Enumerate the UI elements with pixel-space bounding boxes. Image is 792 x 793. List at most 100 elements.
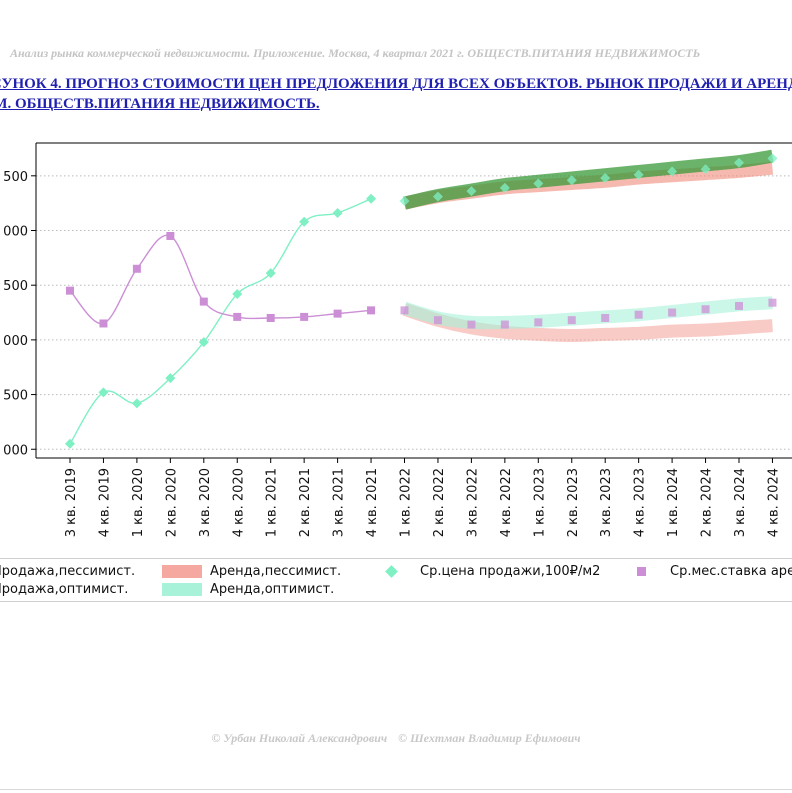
x-tick-label: 4 кв. 2021 <box>365 468 380 537</box>
rent-rate-line <box>69 234 372 325</box>
legend-item-rent-rate: Ср.мес.ставка аренды <box>622 562 792 580</box>
rent-rate-point <box>300 312 309 321</box>
legend-item-sale-opt: Продажа,оптимист. <box>0 580 128 598</box>
legend-label-rent-rate: Ср.мес.ставка аренды <box>670 563 792 579</box>
legend-label-sale-pess: Продажа,пессимист. <box>0 563 136 579</box>
rent-rate-point <box>400 306 409 315</box>
sale-price-point <box>533 178 544 189</box>
legend-marker-sale-price <box>372 564 412 578</box>
rent-rate-point <box>266 314 275 322</box>
sale-price-point <box>566 175 577 186</box>
figure-title: РИСУНОК 4. ПРОГНОЗ СТОИМОСТИ ЦЕН ПРЕДЛОЖ… <box>0 74 792 114</box>
page-header: Анализ рынка коммерческой недвижимости. … <box>10 46 701 60</box>
y-tick-label-3: 500 <box>3 279 28 294</box>
forecast-chart: 000 500 000 500 000 500 3 кв. 2019 4 кв. 2019 1 … <box>3 142 792 537</box>
legend-label-rent-pess: Аренда,пессимист. <box>210 563 342 579</box>
x-tick-label: 1 кв. 2020 <box>131 468 146 537</box>
y-tick-label-0: 000 <box>3 443 28 458</box>
figure-title-line-1: РИСУНОК 4. ПРОГНОЗ СТОИМОСТИ ЦЕН ПРЕДЛОЖ… <box>0 76 792 92</box>
sale-price-point <box>366 193 377 204</box>
rent-rate-point <box>768 298 777 307</box>
sale-price-point <box>165 373 176 384</box>
legend-marker-rent-rate <box>622 565 662 578</box>
band-арендаоптимист <box>402 296 773 330</box>
x-tick-label: 2 кв. 2020 <box>164 468 179 537</box>
rent-rate-point <box>66 286 74 295</box>
legend-swatch-rent-pess <box>162 564 202 578</box>
rent-rate-point <box>367 306 376 315</box>
sale-price-point <box>65 438 75 449</box>
legend-item-sale-price: Ср.цена продажи,100₽/м2 <box>372 562 600 580</box>
footer-author-2: © Шехтман Владимир Ефимович <box>398 731 581 745</box>
rent-rate-point <box>701 305 710 314</box>
rent-rate-point <box>567 316 576 325</box>
sale-price-point <box>198 337 209 348</box>
rent-rate-point <box>199 297 208 306</box>
legend-item-rent-opt: Аренда,оптимист. <box>162 580 334 598</box>
rent-rate-point <box>233 312 242 321</box>
rent-rate-point <box>668 308 677 317</box>
rent-rate-point <box>735 301 743 310</box>
rent-rate-point <box>634 310 643 319</box>
legend-label-sale-opt: Продажа,оптимист. <box>0 581 129 597</box>
sale-price-point <box>299 216 310 227</box>
x-tick-label: 2 кв. 2022 <box>432 468 447 537</box>
x-tick-label: 3 кв. 2024 <box>733 468 748 537</box>
bottom-divider <box>0 789 792 790</box>
sale-price-point <box>499 182 510 193</box>
x-tick-label: 2 кв. 2023 <box>566 468 581 537</box>
rent-rate-point <box>467 320 476 329</box>
x-tick-label: 3 кв. 2020 <box>198 468 213 537</box>
x-tick-label: 2 кв. 2021 <box>298 468 313 537</box>
rent-rate-point <box>166 231 175 240</box>
sale-price-point <box>734 157 744 168</box>
chart-legend: Продажа,пессимист. Аренда,пессимист. Ср.… <box>0 558 792 602</box>
x-tick-label: 4 кв. 2022 <box>499 468 514 537</box>
x-tick-label: 1 кв. 2024 <box>666 468 681 537</box>
sale-price-point <box>432 191 443 202</box>
page-footer: © Урбан Николай Александрович © Шехтман … <box>0 731 792 746</box>
x-tick-label: 1 кв. 2021 <box>265 468 280 537</box>
x-tick-label: 4 кв. 2020 <box>231 468 246 537</box>
x-tick-label: 4 кв. 2024 <box>766 468 781 537</box>
sale-price-point <box>98 387 109 398</box>
sale-price-line <box>69 198 372 445</box>
band-продажаоптимист <box>403 149 774 210</box>
sale-price-point <box>633 169 644 180</box>
x-tick-label: 1 кв. 2022 <box>399 468 414 537</box>
footer-author-1: © Урбан Николай Александрович <box>211 731 388 745</box>
rent-rate-point <box>534 318 543 327</box>
sale-price-point <box>131 398 142 409</box>
x-tick-label: 2 кв. 2024 <box>700 468 715 537</box>
sale-price-point <box>667 166 678 177</box>
rent-rate-point <box>433 316 442 325</box>
y-tick-label-4: 000 <box>3 225 28 240</box>
legend-label-sale-price: Ср.цена продажи,100₽/м2 <box>420 563 601 579</box>
figure-title-line-2: ПОМ. ОБЩЕСТВ.ПИТАНИЯ НЕДВИЖИМОСТЬ. <box>0 96 320 112</box>
legend-label-rent-opt: Аренда,оптимист. <box>210 581 335 597</box>
y-tick-label-5: 500 <box>3 170 28 185</box>
rent-rate-point <box>99 319 108 328</box>
sale-price-point <box>600 173 611 183</box>
y-tick-label-2: 000 <box>3 334 28 349</box>
sale-price-point <box>399 195 410 206</box>
rent-rate-point <box>601 314 610 322</box>
legend-item-sale-pess: Продажа,пессимист. <box>0 562 135 580</box>
rent-rate-point <box>333 309 342 318</box>
sale-price-point <box>700 164 711 175</box>
x-tick-label: 3 кв. 2023 <box>599 468 614 537</box>
sale-price-point <box>767 153 778 164</box>
sale-price-point <box>265 268 276 279</box>
sale-price-point <box>232 288 243 299</box>
rent-rate-point <box>132 264 141 273</box>
x-tick-label: 4 кв. 2023 <box>633 468 648 537</box>
legend-item-rent-pess: Аренда,пессимист. <box>162 562 341 580</box>
rent-rate-point <box>500 320 509 329</box>
x-tick-label: 3 кв. 2021 <box>332 468 347 537</box>
legend-swatch-rent-opt <box>162 582 202 596</box>
y-tick-label-1: 500 <box>3 389 28 404</box>
x-tick-label: 3 кв. 2019 <box>64 468 79 537</box>
x-tick-label: 1 кв. 2023 <box>532 468 547 537</box>
x-tick-label: 3 кв. 2022 <box>465 468 480 537</box>
sale-price-point <box>332 208 343 218</box>
